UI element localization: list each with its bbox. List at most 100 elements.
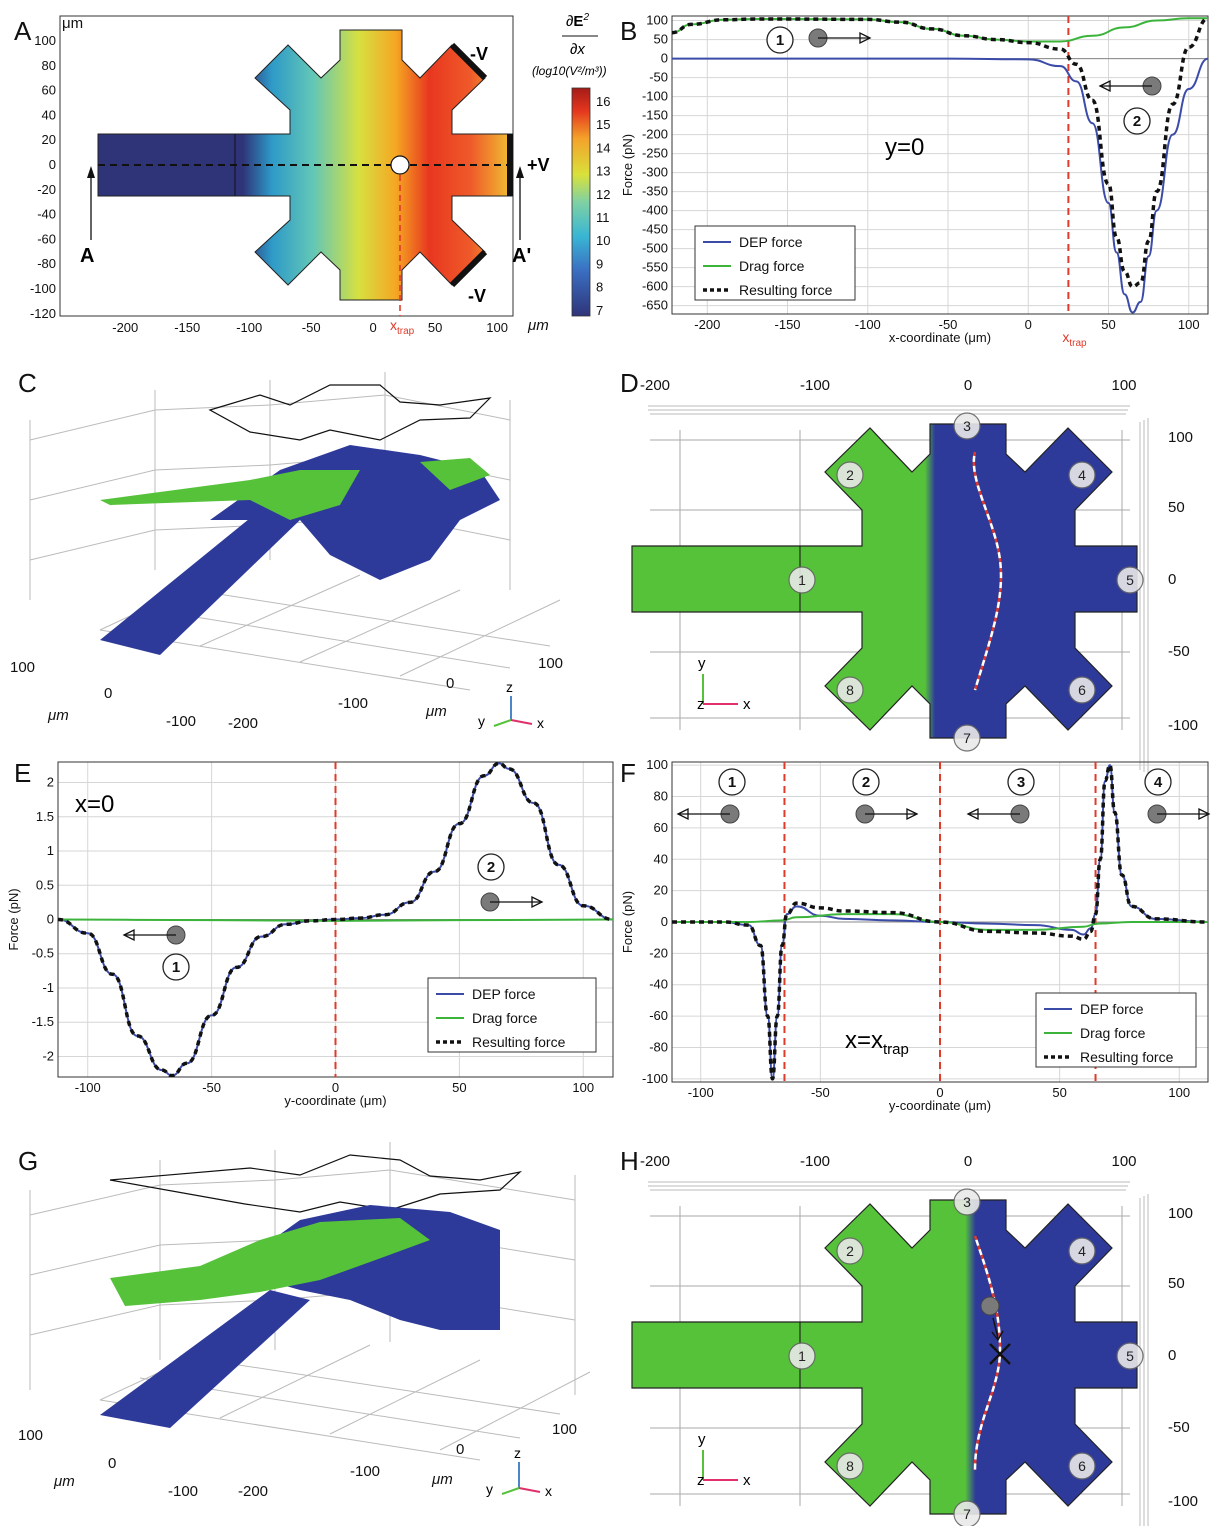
panel-a: -V +V -V A A' μm μm -200 -150 -100 -50 0 50 10… xyxy=(30,12,611,337)
step-number: 1 xyxy=(162,953,190,981)
svg-text:∂E2: ∂E2 xyxy=(566,12,589,30)
panel-c-unit-left: μm xyxy=(47,707,69,724)
y-tick-label: -20 xyxy=(649,945,668,960)
panel-g-outline xyxy=(109,1154,523,1213)
top-tick: 0 xyxy=(964,377,972,394)
y-tick-label: -200 xyxy=(642,127,668,142)
panel-c-green-patch xyxy=(420,458,490,490)
x-tick-label: -100 xyxy=(688,1085,714,1100)
step-number: 4 xyxy=(1144,768,1172,796)
svg-text:3: 3 xyxy=(1017,774,1025,791)
right-tick: 50 xyxy=(1168,499,1185,516)
legend-entry: Resulting force xyxy=(472,1034,566,1050)
y-tick-label: -500 xyxy=(642,241,668,256)
panel-letter-g: G xyxy=(18,1146,38,1176)
svg-text:4: 4 xyxy=(1078,1243,1086,1259)
panel-g: 100 0 -100 μm 100 0 -100 -200 μm z y x xyxy=(18,1142,591,1500)
x-tick-label: 50 xyxy=(452,1080,466,1095)
top-ruler xyxy=(648,405,1130,415)
panel-g-green-surface xyxy=(110,1218,430,1306)
panel-d: -200 -100 0 100 100 50 0 -50 -100 1 2 3 4 5 6 7 8 y z x xyxy=(631,377,1198,774)
x-axis-label: y-coordinate (μm) xyxy=(284,1093,386,1108)
colorbar-tick: 16 xyxy=(596,94,610,109)
panel-a-ytick: 80 xyxy=(42,58,56,73)
plot-frame xyxy=(671,15,1209,315)
colorbar-tick: 10 xyxy=(596,233,610,248)
panel-g-axes-triad: z y x xyxy=(486,1445,552,1499)
panel-g-channel-surface xyxy=(100,1290,310,1428)
step-number: 1 xyxy=(718,768,746,796)
right-ruler xyxy=(1139,1194,1149,1526)
x-tick-label: -150 xyxy=(775,317,801,332)
arm-label-7: 7 xyxy=(953,1500,981,1526)
svg-text:8: 8 xyxy=(846,682,854,698)
x-tick-label: -50 xyxy=(811,1085,830,1100)
top-tick: -200 xyxy=(640,1153,670,1170)
y-tick-label: 1.5 xyxy=(36,809,54,824)
panel-a-ytick: -120 xyxy=(30,306,56,321)
annotation: x=0 xyxy=(75,791,114,818)
panel-letter-f: F xyxy=(620,758,636,788)
svg-text:5: 5 xyxy=(1126,1348,1134,1364)
y-tick-label: 60 xyxy=(654,820,668,835)
axes-triad: y z x xyxy=(697,655,751,713)
xtrap-label: xtrap xyxy=(1062,329,1087,349)
right-tick: -50 xyxy=(1168,643,1190,660)
y-tick-label: -1 xyxy=(42,980,54,995)
top-tick: -100 xyxy=(800,377,830,394)
panel-a-xtick: -200 xyxy=(112,320,138,335)
force-arrowhead xyxy=(906,807,919,821)
y-axis-label: Force (pN) xyxy=(620,891,635,953)
step-number: 3 xyxy=(1007,768,1035,796)
top-tick: -200 xyxy=(640,377,670,394)
right-tick: -100 xyxy=(1168,1493,1198,1510)
axis-x-label: x xyxy=(537,715,544,731)
top-tick: 100 xyxy=(1111,377,1136,394)
step-number: 2 xyxy=(852,768,880,796)
panel-g-ytick-3: -100 xyxy=(168,1483,198,1500)
y-tick-label: -650 xyxy=(642,298,668,313)
panel-a-colorbar-title: ∂E2 ∂x (log10(V²/m³)) xyxy=(532,12,607,78)
x-tick-label: 50 xyxy=(1052,1085,1066,1100)
panel-a-ytick: 20 xyxy=(42,132,56,147)
x-tick-label: -100 xyxy=(855,317,881,332)
x-tick-label: 50 xyxy=(1101,317,1115,332)
electrode-top xyxy=(449,42,488,81)
panel-g-xtick-2: 0 xyxy=(456,1441,464,1458)
right-tick: -100 xyxy=(1168,717,1198,734)
panel-a-ytick: -20 xyxy=(37,182,56,197)
arm-label-8: 8 xyxy=(836,1452,864,1480)
step-number: 2 xyxy=(1123,107,1151,135)
y-tick-label: -600 xyxy=(642,279,668,294)
panel-a-y-ticks: 100 80 60 40 20 0 -20 -40 -60 -80 -100 -120 xyxy=(30,33,56,321)
arm-label-6: 6 xyxy=(1068,676,1096,704)
trap-point-cross xyxy=(989,1343,1011,1365)
right-tick: 100 xyxy=(1168,1205,1193,1222)
y-tick-label: -80 xyxy=(649,1039,668,1054)
svg-text:z: z xyxy=(697,696,705,713)
y-tick-label: 100 xyxy=(646,757,668,772)
panel-b-chart: -200 -150 -100 -50 0 50 100100500-50-100-150-2… xyxy=(620,13,1209,349)
y-tick-label: -150 xyxy=(642,108,668,123)
panel-a-ytick: -80 xyxy=(37,256,56,271)
svg-text:3: 3 xyxy=(963,418,971,434)
legend-entry: Resulting force xyxy=(1080,1049,1174,1065)
series-resulting-force xyxy=(672,763,1208,1081)
svg-text:4: 4 xyxy=(1078,467,1086,483)
svg-text:2: 2 xyxy=(862,774,870,791)
svg-text:1: 1 xyxy=(728,774,736,791)
colorbar-tick: 15 xyxy=(596,117,610,132)
x-tick-label: 100 xyxy=(572,1080,594,1095)
x-axis-label: x-coordinate (μm) xyxy=(889,330,991,345)
section-label-a2: A' xyxy=(512,245,531,267)
arm-label-3: 3 xyxy=(953,1188,981,1216)
svg-text:6: 6 xyxy=(1078,1458,1086,1474)
trap-boundary xyxy=(973,1235,1002,1471)
svg-text:x: x xyxy=(743,696,751,713)
x-tick-label: -100 xyxy=(75,1080,101,1095)
arm-label-5: 5 xyxy=(1116,566,1144,594)
panel-a-y-unit: μm xyxy=(62,15,83,32)
y-tick-label: -450 xyxy=(642,222,668,237)
colorbar-ticks: 16 15 14 13 12 11 10 9 8 7 xyxy=(596,94,610,318)
axis-z-label: z xyxy=(514,1445,521,1461)
